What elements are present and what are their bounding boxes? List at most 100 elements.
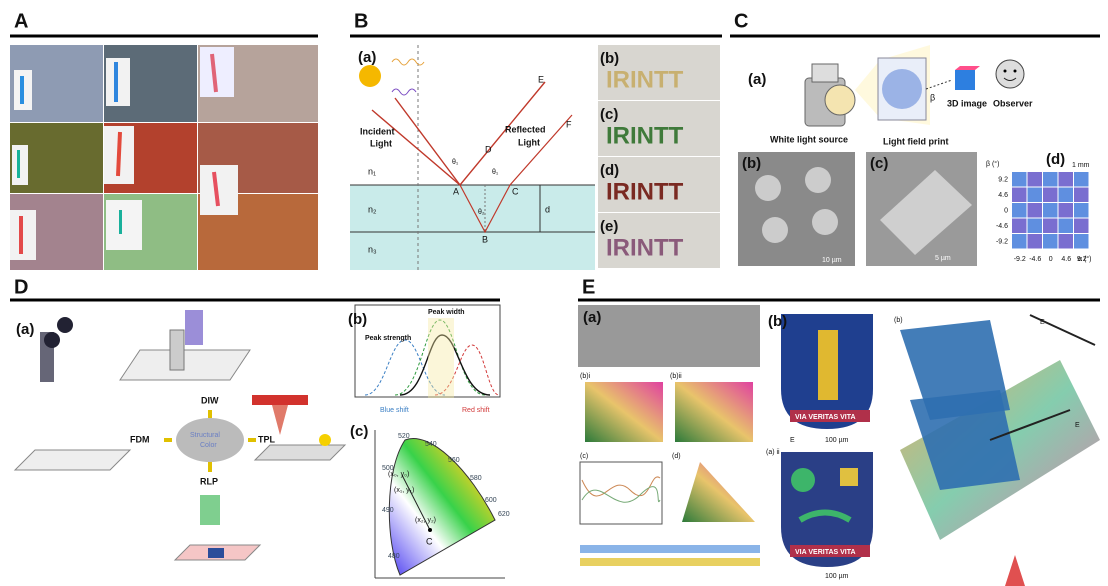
grid-cell (1028, 203, 1043, 218)
coord-label: (x₀, y₀) (388, 471, 409, 478)
y-tick-label: 0 (1004, 208, 1008, 215)
sub-label: (b)i (580, 373, 591, 380)
grid-cell (1059, 203, 1074, 218)
coord-label: (x₁, y₁) (394, 487, 414, 494)
sub-label: (d) (1046, 151, 1065, 168)
coord-label: (x₂, y₂) (415, 517, 436, 524)
caption: Observer (993, 98, 1033, 108)
photo-text: IRINTT (606, 122, 684, 149)
x-tick-label: -9.2 (1014, 256, 1026, 263)
motto: VIA VERITAS VITA (795, 414, 856, 421)
sub-label: (a) (583, 309, 601, 326)
sub-label: (c) (350, 423, 368, 440)
panel-label: D (14, 276, 28, 298)
grid-cell (1059, 172, 1074, 187)
x-tick-label: -4.6 (1029, 256, 1041, 263)
sub-label: (b)ii (670, 373, 682, 380)
annotation: Peak width (428, 309, 465, 316)
photo-label: (b) (600, 50, 619, 67)
panel-label: B (354, 10, 368, 32)
axis-title: β (°) (986, 160, 999, 168)
sub-label: (c) (870, 155, 888, 172)
photo-label: (c) (600, 106, 618, 123)
center-label: Color (200, 442, 217, 449)
motto: VIA VERITAS VITA (795, 549, 856, 556)
sub-label: (b) (348, 311, 367, 328)
y-tick-label: -9.2 (996, 239, 1008, 246)
white-point: C (426, 536, 433, 546)
wavelength-label: 500 (382, 465, 394, 472)
angle-label: β (930, 92, 935, 102)
scale-label: 100 µm (825, 437, 849, 444)
x-tick-label: 4.6 (1061, 256, 1071, 263)
scale-label: 5 µm (935, 255, 951, 262)
scale-label: 1 mm (1072, 162, 1090, 169)
field-label: E (1075, 422, 1080, 429)
ray-label: Light (518, 137, 540, 147)
thickness-label: d (545, 204, 550, 214)
image-grid: 9.24.60-4.6-9.2-9.2-4.604.69.2 (996, 172, 1089, 263)
wavelength-label: 490 (382, 507, 394, 514)
angle-label: θ₂ (478, 209, 485, 216)
grid-cell (1074, 219, 1089, 234)
sub-label: (a) (748, 71, 766, 88)
sub-label: (c) (580, 453, 588, 460)
field-label: E (790, 437, 795, 444)
wavelength-label: 520 (398, 433, 410, 440)
wavelength-label: 560 (448, 457, 460, 464)
grid-cell (1012, 172, 1027, 187)
nanostructure-images (578, 305, 1100, 586)
grid-cell (1028, 188, 1043, 203)
grid-cell (1012, 219, 1027, 234)
sub-label: (b) (768, 313, 787, 330)
printing-methods (15, 310, 345, 560)
center-label: Structural (190, 432, 220, 439)
method-label: FDM (130, 434, 150, 444)
y-tick-label: 4.6 (998, 192, 1008, 199)
panel-label: A (14, 10, 28, 32)
point-label: A (453, 186, 459, 196)
grid-cell (1059, 234, 1074, 249)
grid-cell (1028, 234, 1043, 249)
y-tick-label: -4.6 (996, 223, 1008, 230)
annotation: Red shift (462, 407, 490, 414)
medium-label: n₂ (368, 204, 377, 214)
wavelength-label: 580 (470, 475, 482, 482)
sub-label: (b) (742, 155, 761, 172)
ray-name: F (566, 119, 572, 129)
angle-label: θ₁ (452, 159, 459, 166)
y-tick-label: 9.2 (998, 177, 1008, 184)
grid-cell (1043, 188, 1058, 203)
panel-label: C (734, 10, 748, 32)
method-label: RLP (200, 476, 218, 486)
spectrum-plot (355, 305, 500, 398)
x-tick-label: 0 (1049, 256, 1053, 263)
grid-cell (1043, 234, 1058, 249)
grid-cell (1059, 219, 1074, 234)
grid-cell (1012, 203, 1027, 218)
photo-text: IRINTT (606, 66, 684, 93)
wavelength-label: 480 (388, 553, 400, 560)
photo-label: (e) (600, 218, 618, 235)
wavelength-label: 600 (485, 497, 497, 504)
photo-label: (d) (600, 162, 619, 179)
medium-label: n₃ (368, 244, 377, 254)
sub-label: (b) (894, 317, 903, 324)
sub-label: (a) (358, 49, 376, 66)
caption: 3D image (947, 98, 987, 108)
grid-cell (1059, 188, 1074, 203)
grid-cell (1074, 203, 1089, 218)
photo-text: IRINTT (606, 234, 684, 261)
x-tick-label: 9.2 (1077, 256, 1087, 263)
ray-label: Reflected (505, 124, 546, 134)
grid-cell (1028, 219, 1043, 234)
ray-name: E (538, 74, 544, 84)
point-label: B (482, 234, 488, 244)
photo-column: (b)IRINTT(c)IRINTT(d)IRINTT(e)IRINTT (598, 45, 720, 268)
figure: A B (a) Incident Light Reflected Light E… (0, 0, 1108, 586)
grid-cell (1043, 172, 1058, 187)
grid-cell (1043, 219, 1058, 234)
grid-cell (1028, 172, 1043, 187)
point-label: D (485, 144, 492, 154)
sub-label: (a) ii (766, 449, 780, 456)
